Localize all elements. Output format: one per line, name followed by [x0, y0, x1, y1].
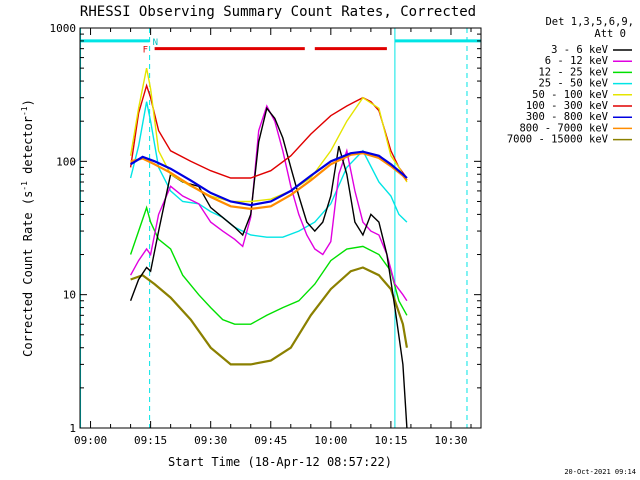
- chart-title: RHESSI Observing Summary Count Rates, Co…: [80, 4, 476, 20]
- flag-label-f: F: [143, 46, 148, 56]
- legend-label-6-12kev: 6 - 12 keV: [545, 55, 609, 67]
- x-tick-label-1015: 10:15: [374, 434, 407, 447]
- series-line-300-800kev: [130, 150, 408, 207]
- legend-label-100-300kev: 100 - 300 keV: [526, 100, 609, 112]
- legend-label-300-800kev: 300 - 800 keV: [526, 111, 609, 123]
- axes-layer: 1 10 100 1000 09:00 09:15 09:30 09:45 10:00 10:15…: [50, 22, 482, 447]
- series-line-800-7000kev: [130, 152, 408, 211]
- plot-frame: [79, 27, 482, 429]
- footer-date: 20-Oct-2021 09:14: [564, 468, 636, 476]
- y-tick-label-100: 100: [56, 155, 76, 168]
- x-tick-label-0915: 09:15: [134, 434, 167, 447]
- series-line-7000-15000kev: [130, 266, 408, 366]
- y-axis-label-sup1: -1: [20, 181, 29, 191]
- series-line-25-50kev: [129, 101, 408, 238]
- legend-label-800-7000kev: 800 - 7000 keV: [519, 122, 608, 134]
- x-tick-label-0945: 09:45: [254, 434, 287, 447]
- series-line-6-12kev: [129, 104, 408, 302]
- legend-label-7000-15000kev: 7000 - 15000 keV: [507, 134, 609, 146]
- data-layer: FN: [80, 28, 481, 429]
- x-tick-label-0900: 09:00: [74, 434, 107, 447]
- y-tick-label-1000: 1000: [50, 22, 77, 35]
- x-tick-label-1000: 10:00: [314, 434, 347, 447]
- series-line-12-25kev: [129, 205, 408, 325]
- legend-label-3-6kev: 3 - 6 keV: [551, 44, 609, 56]
- y-axis-label-sup2: -1: [20, 106, 29, 116]
- x-tick-label-0930: 09:30: [194, 434, 227, 447]
- legend-label-50-100kev: 50 - 100 keV: [532, 89, 609, 101]
- legend-header-line1: Det 1,3,5,6,9,: [545, 16, 634, 28]
- y-axis-label-part2: detector: [21, 116, 35, 181]
- flag-label-n: N: [153, 38, 158, 48]
- legend-label-25-50kev: 25 - 50 keV: [538, 78, 608, 90]
- y-axis-label: Corrected Count Rate (s-1 detector-1): [20, 99, 35, 357]
- legend-label-12-25kev: 12 - 25 keV: [538, 66, 608, 78]
- y-tick-label-1: 1: [69, 422, 76, 435]
- x-tick-label-1030: 10:30: [434, 434, 467, 447]
- legend-header-line2: Att 0: [594, 28, 626, 40]
- y-axis-label-part1: Corrected Count Rate (s: [21, 191, 35, 357]
- x-axis-label: Start Time (18-Apr-12 08:57:22): [168, 455, 392, 469]
- series-line-50-100kev: [129, 67, 408, 203]
- y-axis-label-part3: ): [21, 99, 35, 106]
- y-tick-label-10: 10: [63, 289, 76, 302]
